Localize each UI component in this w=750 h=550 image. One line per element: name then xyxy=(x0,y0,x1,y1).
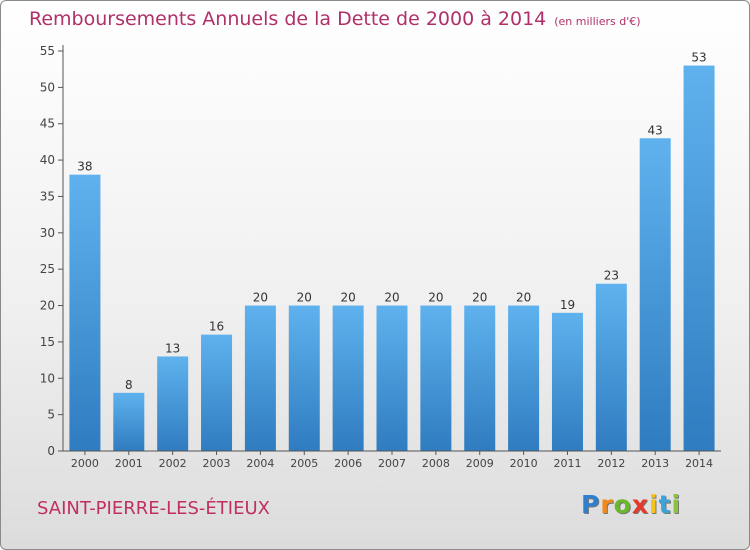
bar xyxy=(288,305,320,451)
x-tick-label: 2013 xyxy=(641,457,669,470)
bar xyxy=(376,305,408,451)
bar-value-label: 13 xyxy=(165,341,180,355)
y-tick-label: 25 xyxy=(40,262,55,276)
chart-title: Remboursements Annuels de la Dette de 20… xyxy=(29,8,547,30)
x-tick-label: 2003 xyxy=(203,457,231,470)
y-tick-label: 30 xyxy=(40,226,55,240)
logo-letter: o xyxy=(613,490,632,519)
y-axis: 0 5 10 15 20 25 30 35 40 45 50 55 xyxy=(40,44,64,458)
y-tick-label: 45 xyxy=(40,117,55,131)
logo-letter: r xyxy=(600,490,614,519)
bar xyxy=(595,283,627,451)
bar xyxy=(244,305,276,451)
y-tick-label: 40 xyxy=(40,153,55,167)
title-row: Remboursements Annuels de la Dette de 20… xyxy=(29,8,641,30)
x-tick-label: 2009 xyxy=(466,457,494,470)
x-tick-label: 2006 xyxy=(334,457,362,470)
y-tick-label: 50 xyxy=(40,80,55,94)
x-tick-label: 2012 xyxy=(597,457,625,470)
bar-value-label: 53 xyxy=(691,51,706,65)
bar xyxy=(113,392,145,451)
bar xyxy=(332,305,364,451)
y-tick-label: 55 xyxy=(40,44,55,58)
x-tick-label: 2005 xyxy=(290,457,318,470)
y-tick-label: 0 xyxy=(47,444,55,458)
y-tick-label: 35 xyxy=(40,189,55,203)
bar xyxy=(201,334,233,451)
x-tick-label: 2007 xyxy=(378,457,406,470)
bar xyxy=(639,138,671,452)
bar xyxy=(157,356,189,451)
bar-value-label: 19 xyxy=(560,298,575,312)
x-tick-label: 2001 xyxy=(115,457,143,470)
bar-value-label: 20 xyxy=(253,291,268,305)
bar xyxy=(508,305,540,451)
bar xyxy=(683,65,715,451)
bar-value-label: 20 xyxy=(340,291,355,305)
bar-value-label: 20 xyxy=(428,291,443,305)
bar-value-label: 43 xyxy=(648,123,663,137)
bar-value-label: 20 xyxy=(297,291,312,305)
bar-value-label: 20 xyxy=(472,291,487,305)
bar-value-label: 16 xyxy=(209,320,224,334)
x-tick-label: 2000 xyxy=(71,457,99,470)
x-tick-label: 2002 xyxy=(159,457,187,470)
chart-unit-label: (en milliers d'€) xyxy=(554,15,641,28)
bars-group: 38 8 13 16 20 20 20 20 20 20 20 19 23 43 53 xyxy=(69,51,715,452)
x-tick-label: 2011 xyxy=(553,457,581,470)
y-tick-label: 10 xyxy=(40,371,55,385)
logo-letter: i xyxy=(671,490,682,519)
x-tick-label: 2014 xyxy=(685,457,713,470)
bar-value-label: 20 xyxy=(516,291,531,305)
logo-letter: x xyxy=(631,490,649,519)
y-tick-label: 15 xyxy=(40,335,55,349)
x-tick-label: 2010 xyxy=(510,457,538,470)
x-tick-label: 2004 xyxy=(246,457,274,470)
x-axis: 2000 2001 2002 2003 2004 2005 2006 2007 2008 2009… xyxy=(63,450,721,470)
bar xyxy=(464,305,496,451)
logo-letter: t xyxy=(658,490,672,519)
bar-value-label: 23 xyxy=(604,269,619,283)
bar-value-label: 20 xyxy=(384,291,399,305)
bar xyxy=(551,312,583,451)
x-tick-label: 2008 xyxy=(422,457,450,470)
proxiti-logo: Proxiti xyxy=(581,490,681,519)
bar-value-label: 38 xyxy=(77,160,92,174)
y-tick-label: 20 xyxy=(40,299,55,313)
commune-name: SAINT-PIERRE-LES-ÉTIEUX xyxy=(37,498,270,519)
logo-letter: i xyxy=(649,490,659,519)
bar xyxy=(69,174,101,452)
bar xyxy=(420,305,452,451)
logo-letter: P xyxy=(581,490,601,519)
y-tick-label: 5 xyxy=(47,408,55,422)
bar-value-label: 8 xyxy=(125,378,133,392)
